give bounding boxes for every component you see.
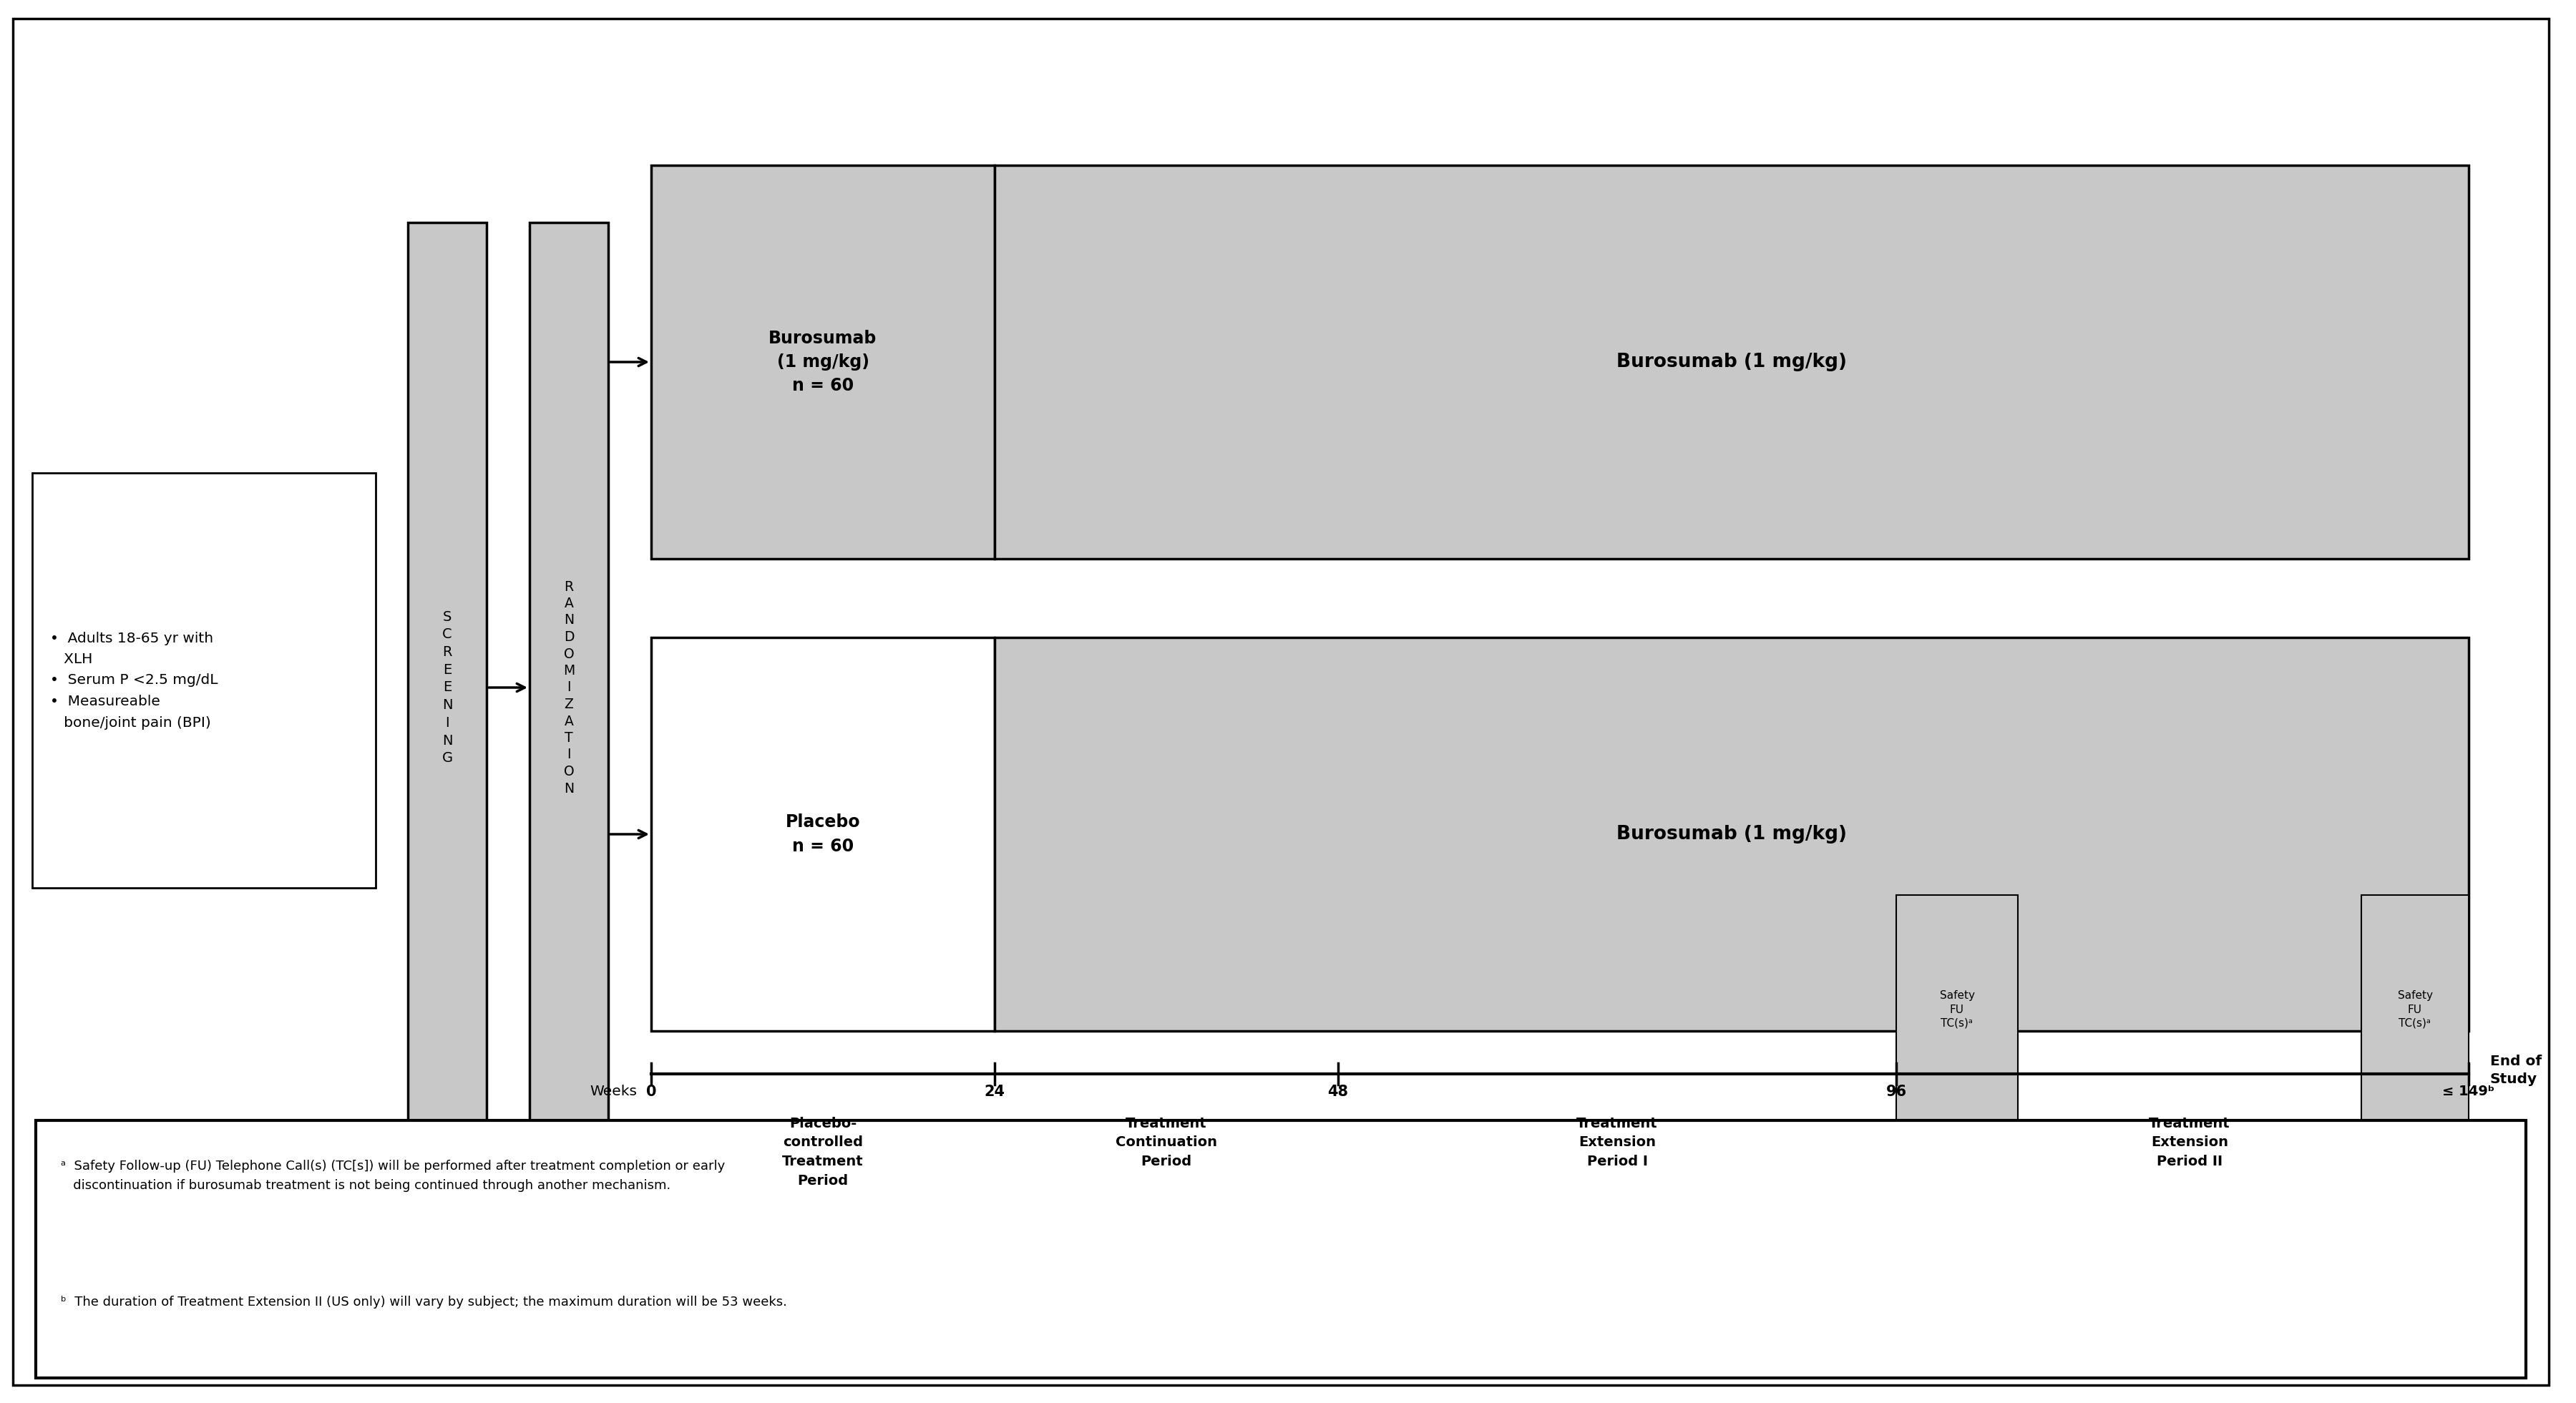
Bar: [1896, 895, 2017, 1124]
Text: R
A
N
D
O
M
I
Z
A
T
I
O
N: R A N D O M I Z A T I O N: [564, 579, 574, 796]
Text: 24: 24: [984, 1085, 1005, 1099]
Text: Safety
FU
TC(s)ᵃ: Safety FU TC(s)ᵃ: [1940, 991, 1976, 1028]
Text: S
C
R
E
E
N
I
N
G: S C R E E N I N G: [443, 610, 453, 765]
Text: Treatment
Continuation
Period: Treatment Continuation Period: [1115, 1117, 1216, 1169]
Bar: [994, 166, 2468, 558]
Bar: [994, 637, 2468, 1031]
Text: 96: 96: [1886, 1085, 1906, 1099]
Text: Safety
FU
TC(s)ᵃ: Safety FU TC(s)ᵃ: [2398, 991, 2432, 1028]
Text: Placebo-
controlled
Treatment
Period: Placebo- controlled Treatment Period: [783, 1117, 863, 1187]
Text: Burosumab (1 mg/kg): Burosumab (1 mg/kg): [1618, 352, 1847, 372]
Text: ᵃ  Safety Follow-up (FU) Telephone Call(s) (TC[s]) will be performed after treat: ᵃ Safety Follow-up (FU) Telephone Call(s…: [62, 1160, 724, 1193]
Text: ᵇ  The duration of Treatment Extension II (US only) will vary by subject; the ma: ᵇ The duration of Treatment Extension II…: [62, 1296, 788, 1309]
Text: Burosumab (1 mg/kg): Burosumab (1 mg/kg): [1618, 825, 1847, 843]
Bar: [531, 223, 608, 1153]
Text: Treatment
Extension
Period I: Treatment Extension Period I: [1577, 1117, 1659, 1169]
Text: 48: 48: [1327, 1085, 1347, 1099]
Bar: [2362, 895, 2468, 1124]
Text: Burosumab
(1 mg/kg)
n = 60: Burosumab (1 mg/kg) n = 60: [768, 330, 876, 394]
Text: •  Adults 18-65 yr with
   XLH
•  Serum P <2.5 mg/dL
•  Measureable
   bone/join: • Adults 18-65 yr with XLH • Serum P <2.…: [49, 631, 219, 730]
Bar: [407, 223, 487, 1153]
Text: Treatment
Extension
Period II: Treatment Extension Period II: [2148, 1117, 2231, 1169]
Text: ≤ 149ᵇ: ≤ 149ᵇ: [2442, 1085, 2496, 1099]
Text: Weeks: Weeks: [590, 1085, 636, 1099]
Text: End of
Study: End of Study: [2491, 1055, 2543, 1086]
Text: Placebo
n = 60: Placebo n = 60: [786, 814, 860, 854]
Bar: [652, 637, 994, 1031]
Bar: [31, 473, 376, 888]
Bar: [36, 1121, 2527, 1378]
Text: 0: 0: [647, 1085, 657, 1099]
Bar: [652, 166, 994, 558]
